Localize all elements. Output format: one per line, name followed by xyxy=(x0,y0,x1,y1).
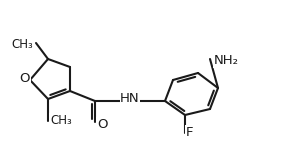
Text: HN: HN xyxy=(120,93,140,106)
Text: CH₃: CH₃ xyxy=(50,114,72,127)
Text: NH₂: NH₂ xyxy=(214,55,239,68)
Text: CH₃: CH₃ xyxy=(11,38,33,51)
Text: O: O xyxy=(20,73,30,86)
Text: O: O xyxy=(19,73,29,86)
Text: F: F xyxy=(186,125,194,138)
Text: O: O xyxy=(97,118,107,131)
